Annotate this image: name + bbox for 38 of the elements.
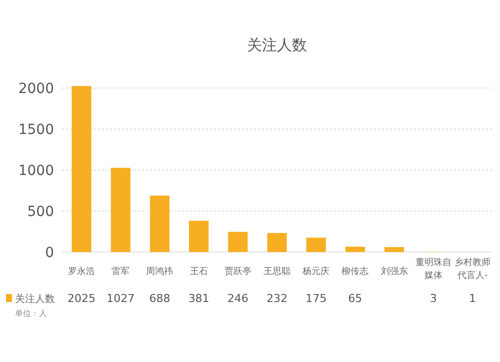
text: 232 — [266, 292, 288, 305]
chart-title: 关注人数 — [247, 36, 307, 54]
x-tick-label: 乡村教师代言人- — [454, 257, 490, 281]
text: 688 — [149, 292, 170, 305]
x-tick-label: 刘强东 — [380, 266, 408, 277]
x-tick-label: 贾跃亭 — [224, 266, 252, 277]
y-tick-label: 0 — [45, 245, 54, 261]
text: 381 — [188, 292, 210, 305]
x-tick-label: 杨元庆 — [302, 266, 330, 277]
text: 1027 — [106, 292, 135, 305]
x-tick-label: 董明珠自媒体 — [415, 257, 452, 281]
bar — [267, 232, 287, 252]
text: 175 — [306, 292, 327, 305]
bar — [306, 238, 326, 252]
bar — [72, 86, 92, 252]
bar — [110, 168, 130, 252]
bar — [150, 196, 170, 252]
y-tick-label: 500 — [27, 204, 54, 220]
y-tick-label: 1500 — [18, 122, 54, 138]
bar — [345, 246, 365, 252]
bar — [189, 220, 209, 252]
bar — [384, 247, 404, 252]
text: 65 — [348, 292, 362, 305]
x-tick-label: 王思聪 — [264, 266, 290, 277]
x-tick-label: 柳传志 — [342, 266, 369, 277]
x-tick-label: 王石 — [190, 267, 208, 277]
text: 1 — [468, 292, 476, 305]
bar — [228, 232, 248, 252]
text: 单位：人 — [15, 309, 47, 318]
text: 2025 — [68, 292, 96, 305]
x-tick-label: 周鸿祎 — [146, 266, 174, 277]
y-tick-label: 1000 — [18, 163, 54, 180]
text: 3 — [430, 292, 437, 305]
x-tick-label: 罗永浩 — [68, 266, 96, 277]
text: 246 — [227, 292, 248, 305]
legend-label: 关注人数 — [15, 293, 55, 305]
y-tick-label: 2000 — [18, 81, 54, 98]
x-tick-label: 雷军 — [112, 266, 130, 277]
